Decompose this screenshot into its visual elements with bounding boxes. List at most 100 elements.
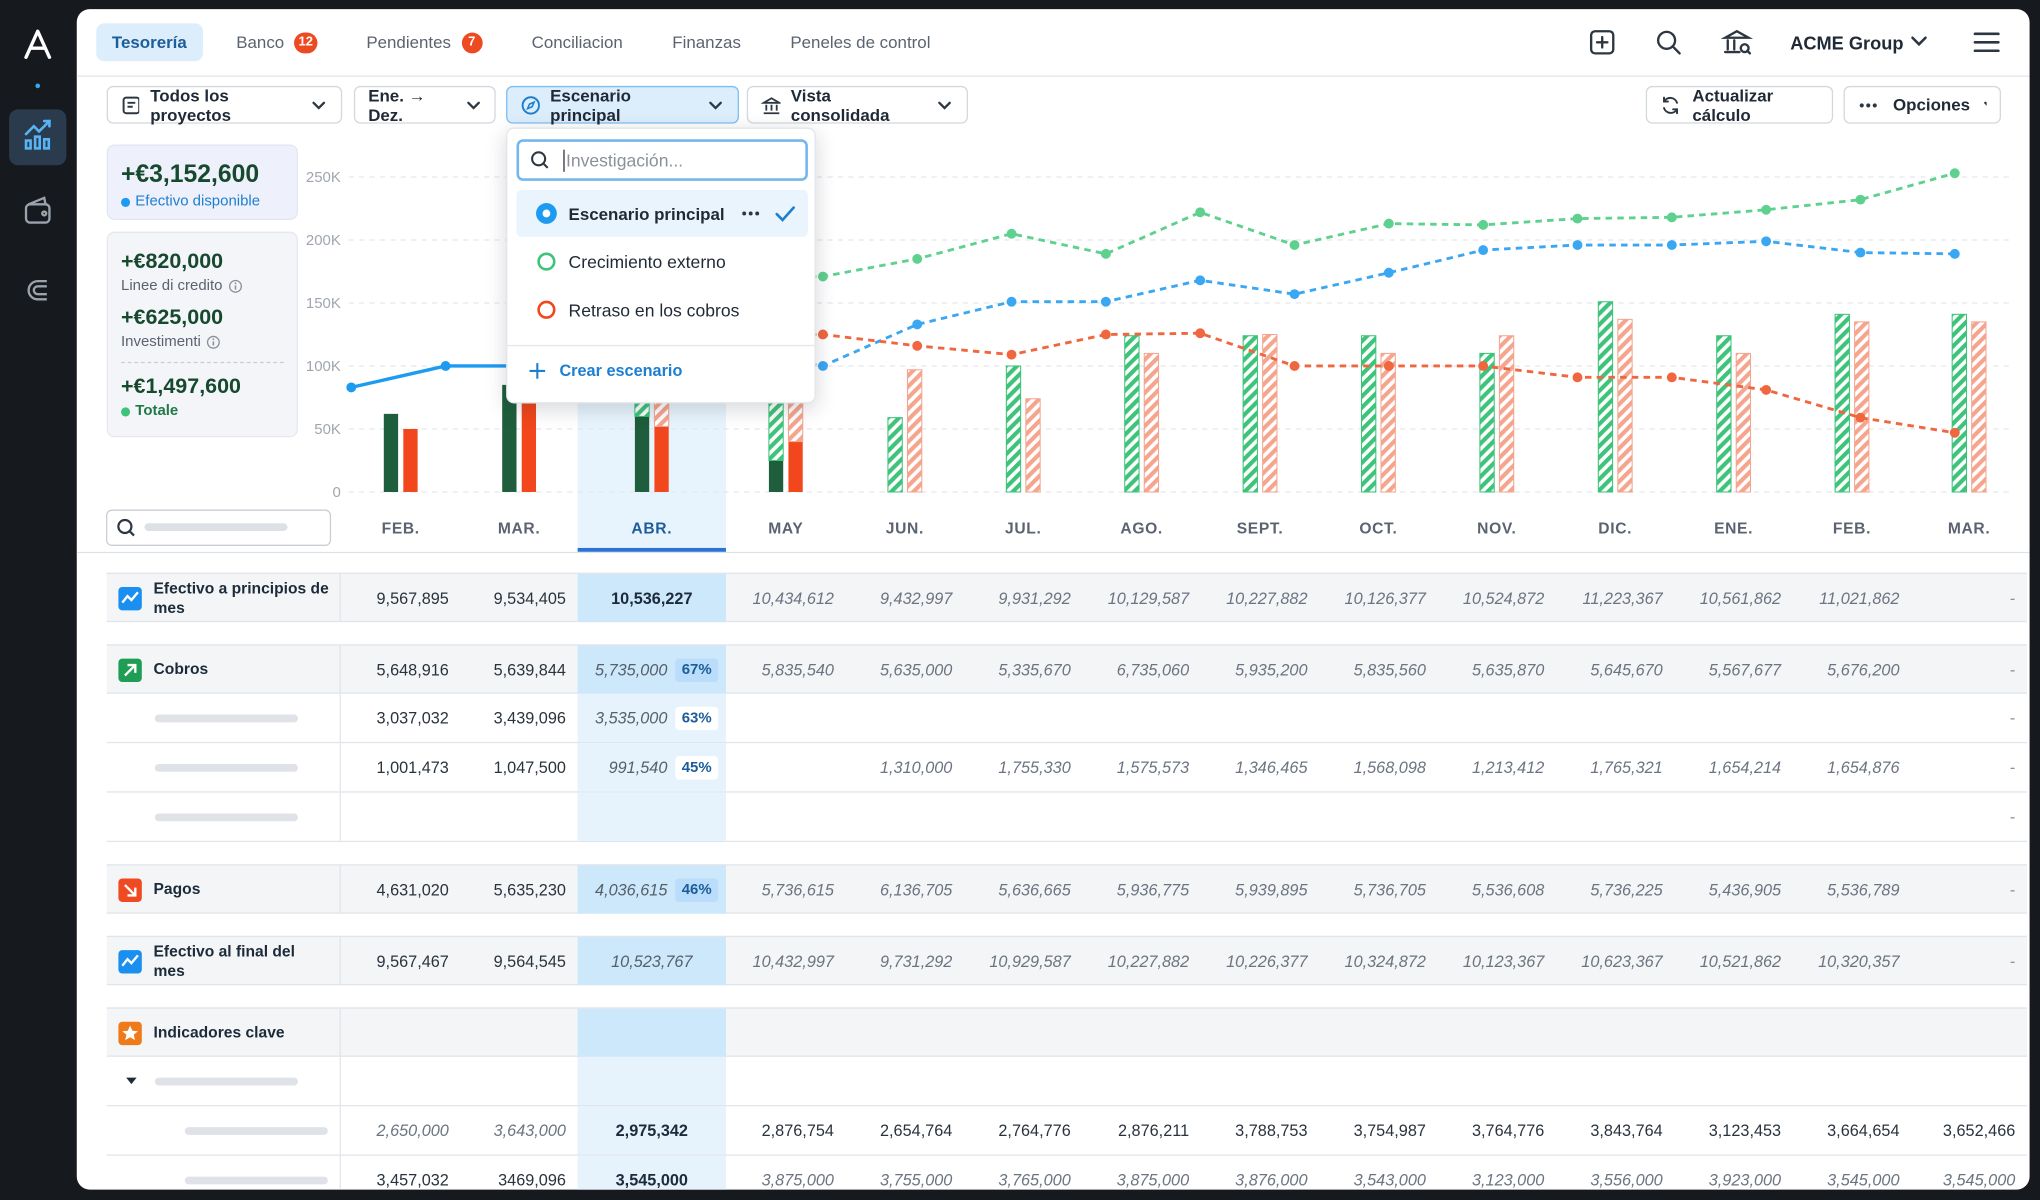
icon-bank[interactable]: [1720, 29, 1754, 54]
bar: [634, 416, 650, 492]
kpi-card: +€3,152,600 Efectivo disponible: [106, 144, 298, 220]
row-label[interactable]: Efectivo a principios de mes: [107, 573, 341, 623]
table-cell: 10,227,882: [1201, 574, 1319, 622]
share-pill: 45%: [675, 755, 719, 779]
cell-value: 3,545,000: [1942, 1170, 2016, 1189]
row-label: [107, 743, 341, 792]
table-cell: 10,324,872: [1319, 937, 1437, 985]
filter-button[interactable]: Ene. → Dez.: [353, 85, 496, 124]
search-input[interactable]: Investigación...: [516, 139, 808, 181]
action-button[interactable]: Opciones: [1843, 85, 2001, 124]
nav-tab[interactable]: Banco 12: [221, 23, 333, 61]
table-cell: 10,129,587: [1082, 574, 1200, 622]
row-label[interactable]: Pagos: [107, 865, 341, 914]
nav-tab[interactable]: Peneles de control: [775, 23, 946, 61]
nav-tab[interactable]: Finanzas: [657, 23, 757, 61]
table-cell: 3,876,000: [1201, 1156, 1319, 1190]
table-cell: 9,567,467: [341, 937, 461, 985]
table-cell: 3,664,654: [1793, 1106, 1911, 1154]
table-cell: [1082, 694, 1200, 742]
logo: [24, 29, 52, 59]
table-cell: 5,735,000 67%: [577, 645, 726, 694]
nav-tab[interactable]: Tesorería: [96, 23, 203, 62]
table-cell: -: [1911, 743, 2027, 791]
filter-button[interactable]: Vista consolidada: [746, 85, 968, 124]
org-chevron[interactable]: [1911, 36, 1927, 47]
bar: [1951, 313, 1968, 493]
table-cell: [1082, 1057, 1200, 1105]
table-cell: 11,021,862: [1793, 574, 1911, 622]
filter-inner: Vista consolidada: [761, 85, 924, 124]
table-cell: [1793, 1009, 1911, 1057]
cell-value: 10,561,862: [1699, 588, 1782, 608]
table-cell: 3,755,000: [846, 1156, 964, 1190]
table-cell: 2,876,211: [1082, 1106, 1200, 1154]
kpi-label-row: Efectivo disponible: [120, 194, 284, 210]
label-placeholder: [184, 1127, 328, 1135]
table-cell: 10,623,367: [1556, 937, 1674, 985]
table-cell: 5,736,705: [1319, 866, 1437, 914]
table-cell: 9,564,545: [461, 937, 578, 985]
row-label[interactable]: Efectivo al final del mes: [107, 937, 341, 986]
icon-magnet[interactable]: [27, 279, 47, 301]
line-point: [1100, 296, 1111, 307]
line-point: [1572, 213, 1583, 224]
filter-button[interactable]: Todos los proyectos: [106, 85, 343, 124]
status-dot: [35, 83, 41, 89]
cell-value: 2,975,342: [615, 1121, 688, 1140]
scenario-option[interactable]: Crecimiento externo: [517, 238, 808, 285]
kpi-dot: [120, 406, 131, 416]
icon-add[interactable]: [1589, 30, 1615, 55]
bar: [1597, 301, 1614, 493]
org-name[interactable]: ACME Group: [1790, 32, 1904, 54]
scenario-option[interactable]: Escenario principal: [516, 190, 808, 237]
check-icon: [775, 206, 795, 222]
label-placeholder: [154, 714, 298, 723]
scenario-option[interactable]: Retraso en los cobros: [517, 286, 808, 333]
current-underline: [577, 547, 726, 552]
month-label: JUN.: [886, 521, 924, 538]
filter-button[interactable]: Escenario principal: [506, 85, 739, 124]
filter-icon: [122, 95, 140, 114]
y-tick-label: 50K: [314, 421, 341, 438]
icon-search[interactable]: [1656, 30, 1677, 50]
icon-menu[interactable]: [1973, 32, 2000, 53]
icon-wallet[interactable]: [24, 196, 51, 224]
table-cell: 10,226,377: [1201, 937, 1319, 985]
line-point: [1949, 248, 1960, 259]
line-point: [1383, 267, 1394, 278]
table-cell: [1674, 694, 1792, 742]
table-row: 3,037,032 3,439,096 3,535,000 63% -: [106, 693, 2027, 744]
cell-value: 5,676,200: [1827, 660, 1900, 679]
table-cell: [1201, 1057, 1319, 1105]
cell-value: 1,654,876: [1827, 758, 1900, 777]
nav-tab[interactable]: Pendientes 7: [351, 23, 498, 61]
cell-value: 5,935,200: [1235, 660, 1308, 679]
table-cell: 3,875,000: [726, 1156, 846, 1190]
cell-value: 10,432,997: [752, 952, 834, 971]
action-button[interactable]: Actualizar cálculo: [1645, 85, 1834, 124]
row-title: Indicadores clave: [153, 1022, 285, 1042]
table-cell: [1319, 1009, 1437, 1057]
line-point: [1383, 361, 1394, 371]
scenario-dropdown: Investigación... Escenario principal Creci…: [506, 127, 816, 404]
toggle-caret: [126, 1077, 137, 1085]
filter-chevron: [312, 100, 326, 110]
cell-value: 10,929,587: [989, 952, 1071, 971]
row-label[interactable]: Indicadores clave: [107, 1008, 341, 1057]
table-cell: [1438, 1057, 1556, 1105]
table-row: 1,001,473 1,047,500 991,540 45% 1,310,000 1,7…: [106, 743, 2027, 793]
nav-tab[interactable]: Conciliacion: [516, 23, 638, 61]
table-cell: 5,639,844: [461, 646, 578, 694]
table-cell: 1,755,330: [964, 743, 1082, 791]
table-cell: 10,126,377: [1319, 574, 1437, 622]
table-cell: 5,567,677: [1674, 646, 1792, 694]
create-scenario[interactable]: Crear escenario: [528, 362, 682, 380]
line: [634, 171, 1956, 278]
action-icon: [1859, 102, 1877, 107]
table-cell: 5,635,870: [1438, 646, 1556, 694]
row-label[interactable]: Cobros: [107, 645, 341, 694]
table-cell: 1,568,098: [1319, 743, 1437, 791]
month-label: MAR.: [498, 521, 540, 538]
table-cell: 5,536,789: [1793, 866, 1911, 914]
